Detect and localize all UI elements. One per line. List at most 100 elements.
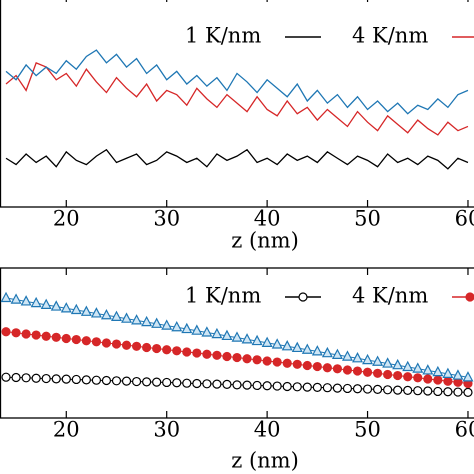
marker [30,296,42,308]
marker [383,369,393,380]
marker [292,359,302,369]
marker [352,366,363,376]
marker [382,357,394,368]
marker [322,363,332,373]
x-tick-label: 40 [254,418,281,442]
marker [202,349,212,359]
legend-label: 4 K/nm [352,24,428,48]
marker [111,339,122,349]
marker [432,365,444,377]
marker [341,350,353,361]
marker [301,343,313,354]
marker [393,370,403,381]
marker [462,371,474,382]
marker [11,372,21,383]
marker [272,381,282,391]
marker [332,364,343,374]
marker [162,377,172,388]
marker [0,291,12,303]
marker [232,352,242,363]
marker [311,345,323,356]
marker [80,305,92,316]
series-line [5,49,469,115]
marker [422,364,434,375]
marker [50,300,62,311]
marker [251,334,263,346]
marker [302,382,312,392]
marker [413,373,423,383]
marker [362,367,373,377]
marker [412,362,424,373]
marker [161,319,173,330]
marker [372,384,383,394]
marker [51,332,61,342]
marker [101,375,112,386]
marker [91,375,102,385]
marker [452,369,464,380]
x-tick-label: 50 [354,418,381,442]
marker [141,315,153,327]
marker [162,345,172,355]
marker [282,381,292,392]
legend-label: 1 K/nm [185,24,261,48]
marker [152,343,162,354]
x-tick-label: 60 [455,418,474,442]
marker [321,346,333,358]
marker [71,334,81,345]
marker [182,378,192,388]
marker [413,386,423,396]
marker [423,374,433,384]
legend-marker [298,292,308,302]
marker [11,328,21,338]
marker [41,331,51,341]
series-line [5,61,469,136]
marker [100,308,112,320]
marker [281,340,293,351]
marker [242,354,252,364]
marker [433,386,443,397]
x-tick-label: 60 [455,207,474,231]
marker [90,307,102,318]
marker [393,385,403,395]
x-tick-label: 30 [153,418,180,442]
marker [331,348,343,359]
marker [403,372,413,382]
legend-label: 4 K/nm [352,284,428,308]
marker [20,295,32,306]
marker [101,338,112,348]
marker [282,358,292,368]
marker [271,338,283,349]
marker [71,374,81,385]
marker [211,327,223,339]
marker [463,387,473,397]
marker [121,312,133,323]
marker [402,360,414,372]
marker [31,330,41,340]
marker [272,357,282,367]
axes-frame [0,0,474,208]
marker [51,374,61,384]
series-line [5,148,469,170]
marker [252,380,262,391]
marker [212,350,222,360]
marker [252,355,262,365]
marker [191,324,203,335]
marker [70,303,82,315]
marker [372,368,383,378]
marker [292,382,302,392]
marker [60,302,72,313]
x-tick-label: 20 [53,207,80,231]
marker [222,379,232,389]
marker [1,372,11,382]
marker [352,352,364,363]
marker [142,377,152,387]
marker [61,333,71,344]
marker [81,375,91,385]
marker [362,384,373,394]
marker [81,336,91,346]
marker [131,314,143,325]
x-tick-label: 50 [354,207,381,231]
marker [131,341,142,351]
marker [322,383,332,393]
marker [262,356,272,366]
